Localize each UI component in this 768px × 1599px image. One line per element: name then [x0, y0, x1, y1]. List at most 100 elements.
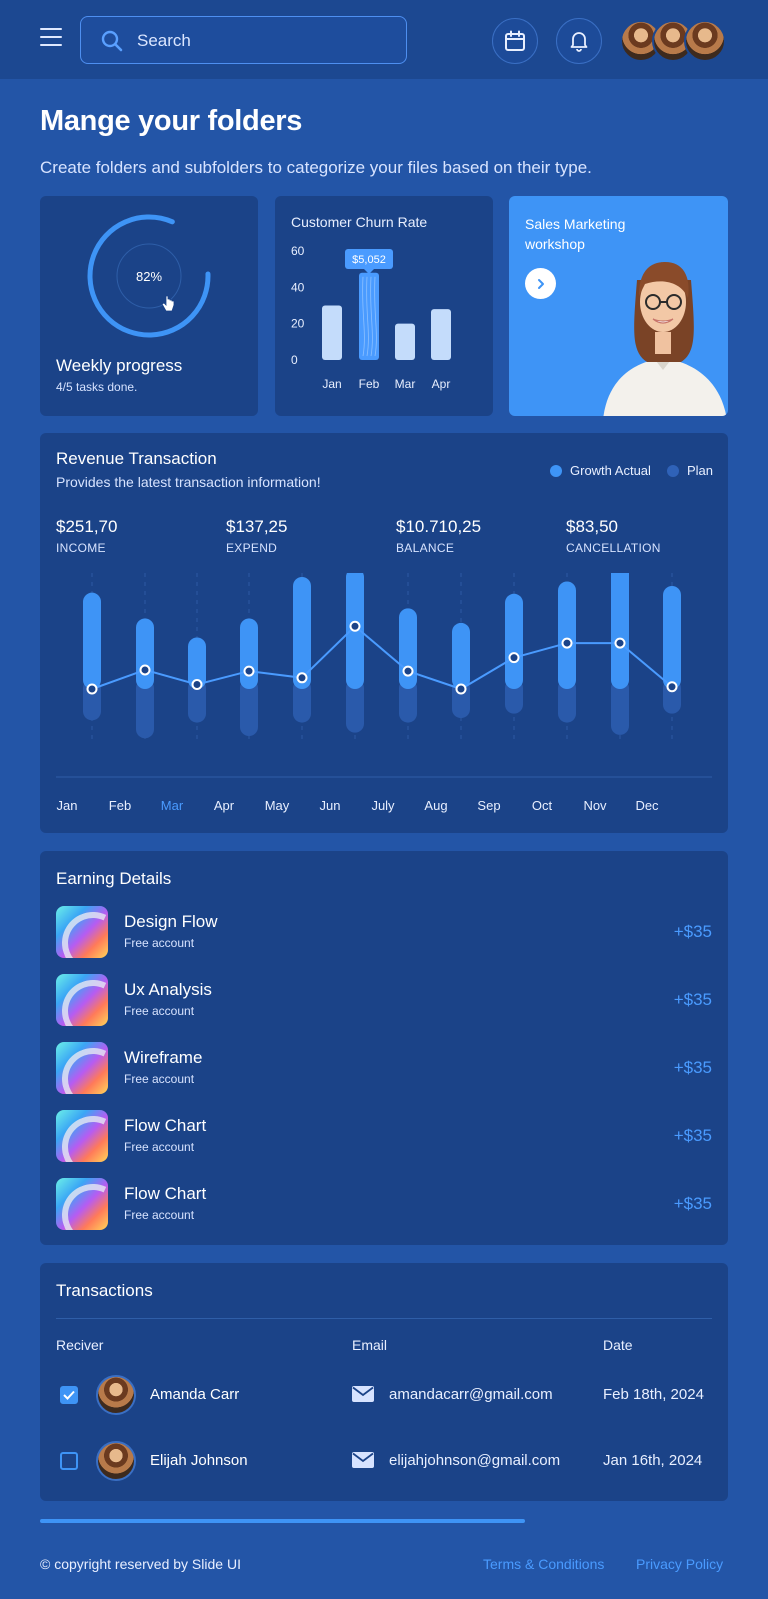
- progress-percent: 82%: [135, 269, 163, 284]
- item-thumbnail: [56, 1178, 108, 1230]
- item-name: Wireframe: [124, 1048, 203, 1067]
- search-box[interactable]: [80, 16, 407, 64]
- avatar[interactable]: [684, 20, 726, 62]
- legend-growth-actual: Growth Actual: [550, 463, 651, 478]
- tooltip-arrow: [364, 269, 374, 274]
- plan-bar: [136, 679, 154, 739]
- bar-texture: [374, 276, 377, 357]
- legend-label: Growth Actual: [570, 463, 651, 478]
- footer-copyright: © copyright reserved by Slide UI: [40, 1556, 241, 1572]
- plan-bar: [611, 679, 629, 735]
- user-avatars[interactable]: [620, 20, 730, 62]
- transaction-date: Jan 16th, 2024: [603, 1452, 703, 1469]
- stat-label: INCOME: [56, 541, 106, 555]
- actual-bar: [240, 618, 258, 689]
- trend-point: [666, 681, 678, 693]
- trend-point: [349, 620, 361, 632]
- avatar: [96, 1375, 136, 1415]
- revenue-title: Revenue Transaction: [56, 449, 217, 468]
- list-item[interactable]: Wireframe Free account +$35: [56, 1042, 712, 1094]
- stat-label: EXPEND: [226, 541, 278, 555]
- churn-bar: [322, 305, 342, 360]
- receiver-name: Amanda Carr: [150, 1386, 240, 1403]
- trend-point: [86, 683, 98, 695]
- plan-bar: [188, 679, 206, 723]
- customer-churn-card: Customer Churn Rate 0 20 40 60 Jan $5,052 Feb M…: [275, 196, 493, 416]
- legend-label: Plan: [687, 463, 714, 478]
- mail-icon: [352, 1452, 374, 1468]
- bell-icon: [570, 32, 588, 52]
- y-tick-label: 60: [291, 244, 305, 258]
- x-tick-label: Apr: [214, 798, 235, 813]
- cursor-icon: [161, 295, 175, 312]
- stat-value: $83,50: [566, 517, 618, 536]
- trend-point: [402, 665, 414, 677]
- terms-link[interactable]: Terms & Conditions: [483, 1556, 605, 1572]
- menu-icon[interactable]: [40, 28, 62, 50]
- search-input[interactable]: [137, 29, 387, 53]
- table-row[interactable]: Elijah Johnson elijahjohnson@gmail.com J…: [56, 1441, 712, 1481]
- actual-bar: [188, 637, 206, 689]
- revenue-subtitle: Provides the latest transaction informat…: [56, 474, 321, 490]
- stat-income: $251,70 INCOME: [56, 517, 117, 555]
- plan-bar: [240, 679, 258, 737]
- calendar-button[interactable]: [492, 18, 538, 64]
- trend-point: [614, 637, 626, 649]
- item-subtitle: Free account: [124, 1140, 195, 1154]
- actual-bar: [452, 622, 470, 689]
- stat-expend: $137,25 EXPEND: [226, 517, 287, 555]
- weekly-progress-card: 82% Weekly progress 4/5 tasks done.: [40, 196, 258, 416]
- actual-bar: [558, 581, 576, 689]
- progress-ring: [87, 214, 211, 338]
- list-item[interactable]: Design Flow Free account +$35: [56, 906, 712, 958]
- item-thumbnail: [56, 906, 108, 958]
- transactions-title: Transactions: [56, 1281, 153, 1300]
- row-checkbox[interactable]: [60, 1452, 78, 1470]
- item-amount: +$35: [673, 1194, 712, 1213]
- receiver-email: amandacarr@gmail.com: [389, 1386, 553, 1403]
- horizontal-scrollbar[interactable]: [40, 1519, 525, 1523]
- x-tick-label: Feb: [359, 377, 380, 391]
- bar-texture: [366, 276, 369, 357]
- person-photo: [603, 262, 727, 416]
- workshop-next-button[interactable]: [525, 268, 556, 299]
- row-checkbox[interactable]: [60, 1386, 78, 1404]
- x-tick-label: Apr: [432, 377, 451, 391]
- item-thumbnail: [56, 1110, 108, 1162]
- receiver-name: Elijah Johnson: [150, 1452, 248, 1469]
- x-tick-label: Jan: [322, 377, 341, 391]
- column-header-receiver[interactable]: Reciver: [56, 1337, 104, 1353]
- trend-point: [191, 679, 203, 691]
- list-item[interactable]: Flow Chart Free account +$35: [56, 1178, 712, 1230]
- list-item[interactable]: Flow Chart Free account +$35: [56, 1110, 712, 1162]
- search-icon: [101, 30, 123, 52]
- x-tick-label: Sep: [477, 798, 500, 813]
- check-icon: [63, 1390, 75, 1400]
- privacy-link[interactable]: Privacy Policy: [636, 1556, 724, 1572]
- x-tick-label: July: [371, 798, 395, 813]
- notification-button[interactable]: [556, 18, 602, 64]
- actual-bar: [83, 592, 101, 689]
- column-header-date[interactable]: Date: [603, 1337, 633, 1353]
- column-header-email[interactable]: Email: [352, 1337, 388, 1353]
- item-name: Design Flow: [124, 912, 218, 931]
- stat-label: BALANCE: [396, 541, 455, 555]
- workshop-card[interactable]: Sales Marketing workshop: [509, 196, 728, 416]
- page-title: Mange your folders: [40, 105, 303, 137]
- stat-balance: $10.710,25 BALANCE: [396, 517, 481, 555]
- item-subtitle: Free account: [124, 936, 195, 950]
- item-amount: +$35: [673, 922, 712, 941]
- actual-bar: [663, 585, 681, 689]
- page-subtitle: Create folders and subfolders to categor…: [40, 158, 592, 177]
- x-tick-label: Oct: [532, 798, 553, 813]
- revenue-transaction-card: Revenue Transaction Provides the latest …: [40, 433, 728, 833]
- tooltip-label: $5,052: [352, 254, 386, 266]
- trend-line: [91, 624, 673, 691]
- revenue-chart: Jan Feb Mar Apr May Jun July Aug Sep Oct Nov Dec: [56, 573, 712, 813]
- x-tick-label: Mar: [161, 798, 184, 813]
- plan-bar: [346, 679, 364, 733]
- table-row[interactable]: Amanda Carr amandacarr@gmail.com Feb 18t…: [56, 1375, 712, 1415]
- trend-point: [243, 665, 255, 677]
- list-item[interactable]: Ux Analysis Free account +$35: [56, 974, 712, 1026]
- item-thumbnail: [56, 1042, 108, 1094]
